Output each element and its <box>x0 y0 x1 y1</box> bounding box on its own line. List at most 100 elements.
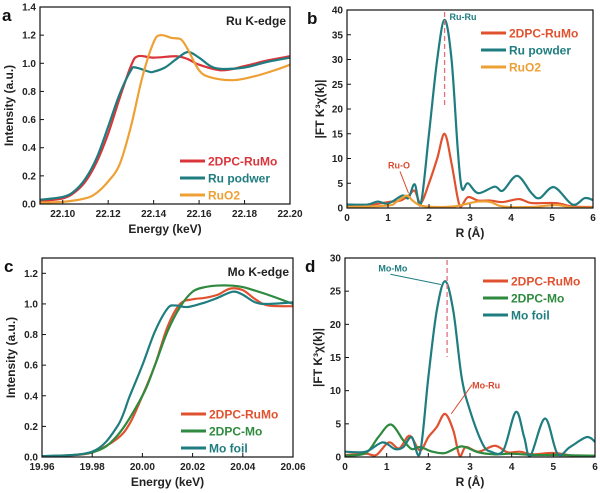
plot-frame <box>39 6 291 205</box>
y-tick-label: 0.6 <box>22 115 36 126</box>
panel-letter: c <box>4 257 13 276</box>
y-tick-label: 0.4 <box>22 143 36 154</box>
legend-label: 2DPC-Mo <box>209 425 262 439</box>
y-tick-label: 0.0 <box>22 200 36 211</box>
legend-label: 2DPC-Mo <box>511 292 564 306</box>
panel-letter: d <box>305 257 315 276</box>
x-tick-label: 0 <box>342 462 348 473</box>
x-tick-label: 22.14 <box>141 209 166 220</box>
legend-label: 2DPC-RuMo <box>509 27 578 41</box>
x-tick-label: 6 <box>590 213 596 224</box>
panel-a: 22.10 22.12 22.14 22.16 22.18 22.20 0.0 0.2 0.4 0… <box>2 3 303 237</box>
y-tick-label: 1.0 <box>24 299 38 310</box>
legend-label: 2DPC-RuMo <box>511 275 580 289</box>
x-axis-label: R (Å) <box>456 474 485 489</box>
x-tick-label: 0 <box>344 213 350 224</box>
x-tick-label: 3 <box>467 213 473 224</box>
x-tick-label: 22.16 <box>187 209 212 220</box>
y-tick-label: 0.4 <box>24 391 38 402</box>
edge-title: Mo K-edge <box>228 265 290 279</box>
y-tick-label: 1.0 <box>22 59 36 70</box>
x-tick-label: 1 <box>385 213 391 224</box>
series-line-mo-foil <box>42 290 293 457</box>
y-tick-label: 30 <box>332 55 344 66</box>
x-tick-label: 22.10 <box>50 209 75 220</box>
series-line-mo-foil <box>345 280 595 457</box>
x-tick-label: 6 <box>592 462 598 473</box>
series-line-ruo2 <box>347 194 593 208</box>
x-tick-label: 5 <box>549 213 555 224</box>
legend-label: RuO2 <box>509 61 541 75</box>
series-line-2dpc-mo <box>42 284 293 457</box>
y-tick-label: 25 <box>330 287 342 298</box>
legend-label: Mo foil <box>209 442 248 456</box>
y-tick-label: 0 <box>337 204 343 215</box>
y-tick-label: 5 <box>337 179 343 190</box>
panel-letter: b <box>307 9 317 28</box>
x-tick-label: 22.18 <box>232 209 257 220</box>
x-tick-label: 22.20 <box>277 209 302 220</box>
y-tick-label: 25 <box>332 80 344 91</box>
peak-annotation: Mo-Mo <box>378 263 407 273</box>
x-axis-label: Energy (keV) <box>131 475 204 489</box>
x-tick-label: 2 <box>426 462 432 473</box>
y-tick-label: 0 <box>335 453 341 464</box>
y-tick-label: 0.2 <box>22 171 36 182</box>
x-tick-label: 5 <box>551 462 557 473</box>
panel-letter: a <box>2 6 12 25</box>
y-tick-label: 1.2 <box>22 31 36 42</box>
x-tick-label: 20.06 <box>280 462 305 473</box>
peak-annotation: Mo-Ru <box>472 381 500 391</box>
x-tick-label: 19.96 <box>29 462 54 473</box>
x-axis-label: Energy (keV) <box>128 222 201 236</box>
legend-label: RuO2 <box>208 189 240 203</box>
x-tick-label: 3 <box>467 462 473 473</box>
y-tick-label: 40 <box>332 6 344 17</box>
plot-frame <box>41 257 294 458</box>
legend-label: Ru powder <box>509 44 571 58</box>
y-axis-label: Intensity (a.u.) <box>2 65 16 146</box>
series-line-ruo2 <box>40 33 290 204</box>
series-line-2dpc-mo <box>345 423 595 457</box>
y-tick-label: 0.8 <box>24 330 38 341</box>
x-tick-label: 2 <box>426 213 432 224</box>
y-tick-label: 15 <box>332 129 344 140</box>
annotation-arrow <box>450 384 473 415</box>
y-tick-label: 20 <box>332 105 344 116</box>
peak-annotation: Ru-Ru <box>450 12 477 22</box>
y-tick-label: 35 <box>332 30 344 41</box>
annotation-arrow <box>390 273 441 286</box>
panel-c: 19.96 19.98 20.00 20.02 20.04 20.06 0.0 0.2 0.4 0… <box>4 257 306 489</box>
legend-label: Mo foil <box>511 309 550 323</box>
x-tick-label: 4 <box>508 213 514 224</box>
x-tick-label: 20.02 <box>180 462 205 473</box>
y-tick-label: 10 <box>330 386 342 397</box>
peak-annotation: Ru-O <box>388 160 410 170</box>
y-tick-label: 0.6 <box>24 361 38 372</box>
y-tick-label: 15 <box>330 353 342 364</box>
x-axis-label: R (Å) <box>456 225 485 240</box>
y-axis-label: |FT K³χ(k)| <box>313 80 327 139</box>
y-tick-label: 0.2 <box>24 422 38 433</box>
panel-b: 0 1 2 3 4 5 6 0 5 10 15 20 25 30 35 40 R (Å) |FT K³χ(k)| b… <box>307 6 596 241</box>
legend-label: 2DPC-RuMo <box>209 408 278 422</box>
annotation-arrow <box>399 171 409 194</box>
x-tick-label: 19.98 <box>80 462 105 473</box>
y-axis-label: |FT K³χ(k)| <box>311 328 325 387</box>
y-tick-label: 1.2 <box>24 269 38 280</box>
edge-title: Ru K-edge <box>226 14 286 28</box>
x-tick-label: 20.04 <box>230 462 255 473</box>
x-tick-label: 1 <box>384 462 390 473</box>
x-tick-label: 22.12 <box>96 209 121 220</box>
y-tick-label: 30 <box>330 254 342 265</box>
legend-label: 2DPC-RuMo <box>208 155 277 169</box>
x-tick-label: 4 <box>509 462 515 473</box>
x-tick-label: 20.00 <box>130 462 155 473</box>
legend-label: Ru podwer <box>208 172 270 186</box>
y-tick-label: 10 <box>332 154 344 165</box>
series-line-ru-podwer <box>40 50 290 201</box>
series-line-2dpc-rumo <box>347 132 593 208</box>
y-tick-label: 1.4 <box>22 3 36 14</box>
y-tick-label: 20 <box>330 320 342 331</box>
